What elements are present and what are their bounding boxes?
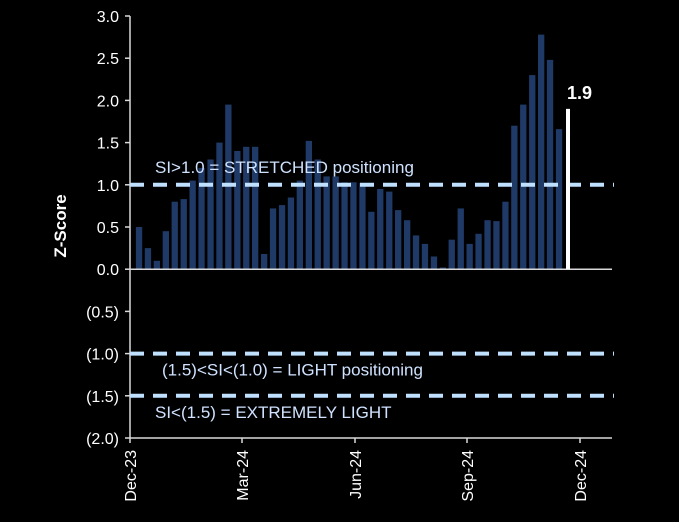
bar [296, 180, 303, 270]
y-tick-label: (1.0) [86, 347, 119, 364]
y-tick-label: 2.0 [97, 93, 119, 110]
bar [520, 104, 527, 270]
x-tick-label: Dec-24 [573, 450, 590, 502]
bar [350, 182, 357, 270]
bar [457, 208, 464, 270]
bars-layer [135, 34, 563, 270]
threshold-label: SI<(1.5) = EXTREMELY LIGHT [155, 403, 392, 422]
bar [332, 176, 339, 270]
bar [359, 183, 366, 270]
y-tick-label: 3.0 [97, 9, 119, 26]
bar [252, 146, 259, 270]
bar [261, 254, 268, 270]
y-tick-label: 2.5 [97, 51, 119, 68]
y-tick-label: 1.0 [97, 178, 119, 195]
bar [153, 260, 160, 270]
bar [412, 235, 420, 270]
bar [368, 211, 375, 270]
bar [225, 104, 232, 270]
bar [448, 239, 455, 270]
x-tick-label: Dec-23 [123, 450, 140, 502]
bar [546, 59, 554, 270]
bar [430, 256, 438, 270]
bar [439, 267, 446, 270]
bar [314, 159, 321, 270]
bar [234, 151, 241, 270]
x-tick-label: Sep-24 [460, 450, 477, 502]
y-tick-label: 0.5 [97, 220, 119, 237]
bar [466, 243, 473, 270]
bar [162, 231, 169, 270]
y-axis-label: Z-Score [51, 194, 70, 257]
latest-marker-layer: 1.9 [566, 83, 592, 270]
threshold-label: (1.5)<SI<(1.0) = LIGHT positioning [162, 361, 423, 380]
bar [207, 159, 214, 270]
threshold-label: SI>1.0 = STRETCHED positioning [155, 158, 414, 177]
bar [243, 146, 250, 270]
bar [377, 189, 384, 270]
latest-value-label: 1.9 [567, 83, 592, 103]
bar [341, 182, 348, 270]
bar [287, 197, 295, 270]
bar [323, 176, 330, 270]
y-tick-label: 1.5 [97, 136, 119, 153]
y-tick-label: (1.5) [86, 389, 119, 406]
bar [278, 205, 286, 270]
bar [421, 243, 429, 270]
x-tick-label: Jun-24 [348, 450, 365, 499]
y-tick-label: (0.5) [86, 304, 119, 321]
y-tick-label: 0.0 [97, 262, 119, 279]
bar [180, 199, 187, 270]
x-tick-label: Mar-24 [235, 450, 252, 501]
bar [216, 142, 223, 270]
bar [135, 227, 143, 270]
y-tick-label: (2.0) [86, 431, 119, 448]
bar [305, 140, 312, 270]
bar [529, 75, 536, 270]
thresholds-layer: SI>1.0 = STRETCHED positioning (1.5)<SI<(… [130, 158, 614, 422]
bar [484, 220, 491, 270]
bar [493, 221, 500, 270]
bar [144, 248, 152, 270]
bar [475, 233, 482, 270]
bar [502, 201, 509, 270]
bar [269, 208, 277, 270]
bar [171, 201, 178, 270]
bar [395, 210, 402, 270]
bar [555, 129, 563, 270]
bar [198, 167, 205, 270]
bar [404, 220, 411, 270]
axes-layer: (2.0) (1.5) (1.0) (0.5) 0.0 0.5 1.0 1.5 2.0 2.5 3.… [86, 9, 612, 502]
bar [511, 125, 518, 270]
bar [386, 191, 393, 270]
bar [189, 180, 196, 270]
bar [538, 34, 545, 270]
